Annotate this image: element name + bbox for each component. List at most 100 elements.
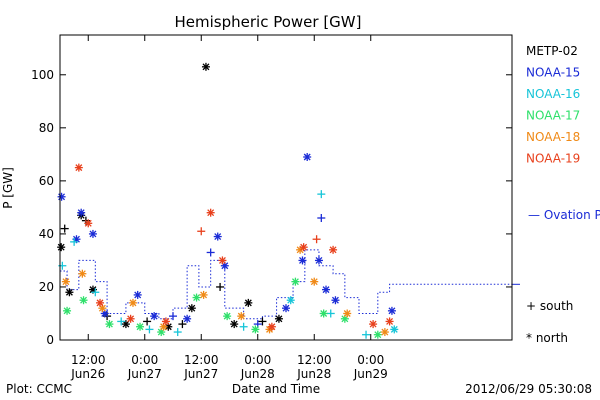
legend-entry: NOAA-19 [526, 152, 580, 166]
marker-stroke [150, 312, 158, 320]
north-marker [84, 219, 93, 228]
marker-stroke [275, 315, 283, 323]
marker-stroke [136, 323, 144, 331]
marker-stroke [287, 296, 295, 304]
x-axis-label: Date and Time [232, 382, 320, 396]
marker-stroke [202, 63, 210, 71]
marker-stroke [315, 256, 323, 264]
legend-entry: METP-02 [526, 44, 578, 58]
south-marker [326, 309, 335, 318]
y-tick-label: 80 [39, 121, 54, 135]
marker-stroke [89, 230, 97, 238]
marker-stroke [214, 233, 222, 241]
x-tick-label-date: Jun26 [70, 367, 105, 381]
footer-left: Plot: CCMC [6, 382, 72, 396]
marker-stroke [299, 256, 306, 264]
north-marker [251, 325, 260, 334]
north-marker [390, 325, 399, 334]
north-marker [105, 320, 114, 329]
north-marker [380, 328, 389, 337]
north-marker [230, 320, 239, 329]
marker-stroke [127, 315, 135, 323]
marker-stroke [343, 310, 351, 317]
marker-stroke [200, 291, 208, 299]
marker-stroke [207, 209, 215, 217]
x-tick-label-time: 0:00 [357, 353, 384, 367]
plot-frame [59, 34, 513, 341]
marker-stroke [80, 296, 88, 304]
marker-stroke [84, 219, 92, 227]
y-tick-label: 40 [39, 227, 54, 241]
marker-stroke [162, 317, 170, 325]
marker-stroke [188, 304, 196, 312]
north-marker [274, 314, 283, 323]
north-marker [150, 312, 159, 321]
marker-stroke [183, 315, 191, 323]
south-marker [206, 248, 215, 257]
data-points [57, 62, 399, 339]
marker-stroke [57, 243, 65, 251]
north-marker [78, 269, 87, 278]
north-marker [298, 256, 307, 265]
south-marker [173, 328, 182, 337]
marker-stroke [282, 304, 290, 312]
marker-stroke [251, 325, 259, 333]
ovation-legend-label: — Ovation Prime HPI [528, 208, 600, 222]
north-marker [373, 330, 382, 339]
legend-entry: NOAA-16 [526, 87, 580, 101]
legend-entry: NOAA-17 [526, 109, 580, 123]
marker-stroke [230, 320, 238, 328]
marker-stroke [63, 307, 71, 315]
south-marker [117, 317, 126, 326]
x-tick-label-time: 12:00 [184, 353, 219, 367]
north-marker [286, 296, 295, 305]
marker-stroke [390, 325, 398, 333]
y-tick-label: 60 [39, 174, 54, 188]
south-marker [60, 224, 69, 233]
south-marker [239, 322, 248, 331]
marker-stroke [78, 270, 86, 278]
legend-entry: NOAA-18 [526, 130, 580, 144]
north-marker [206, 208, 215, 217]
north-marker [213, 232, 222, 241]
marker-stroke [89, 286, 97, 294]
marker-stroke [65, 288, 73, 296]
north-marker [63, 306, 72, 315]
marker-stroke [310, 278, 318, 286]
y-tick-label: 100 [31, 68, 54, 82]
north-marker [322, 285, 331, 294]
marker-stroke [369, 320, 377, 328]
x-tick-label-date: Jun27 [127, 367, 162, 381]
marker-stroke [62, 278, 70, 286]
marker-stroke [96, 299, 104, 307]
south-marker [258, 317, 267, 326]
south-marker [143, 317, 152, 326]
x-tick-label-time: 0:00 [244, 353, 271, 367]
south-marker [317, 214, 326, 222]
south-marker [312, 235, 321, 244]
north-marker [314, 256, 323, 265]
north-marker [77, 208, 86, 217]
south-marker [216, 282, 225, 291]
north-marker [310, 277, 319, 286]
x-tick-label-time: 12:00 [297, 353, 332, 367]
north-marker [61, 277, 70, 286]
north-marker [65, 288, 74, 297]
north-marker [267, 322, 276, 331]
marker-stroke [322, 286, 330, 294]
north-marker [343, 309, 352, 318]
legend-entry: NOAA-15 [526, 66, 580, 80]
north-marker [57, 243, 66, 252]
marker-legend-north: * north [526, 331, 568, 345]
chart-title: Hemispheric Power [GW] [175, 13, 362, 31]
marker-stroke [300, 243, 308, 251]
north-marker [199, 290, 208, 299]
north-marker [57, 192, 66, 201]
south-marker [178, 320, 187, 329]
marker-stroke [291, 278, 299, 286]
marker-stroke [101, 310, 109, 317]
marker-stroke [223, 312, 231, 320]
x-tick-label-time: 0:00 [131, 353, 158, 367]
y-axis-label: P [GW] [1, 167, 15, 209]
